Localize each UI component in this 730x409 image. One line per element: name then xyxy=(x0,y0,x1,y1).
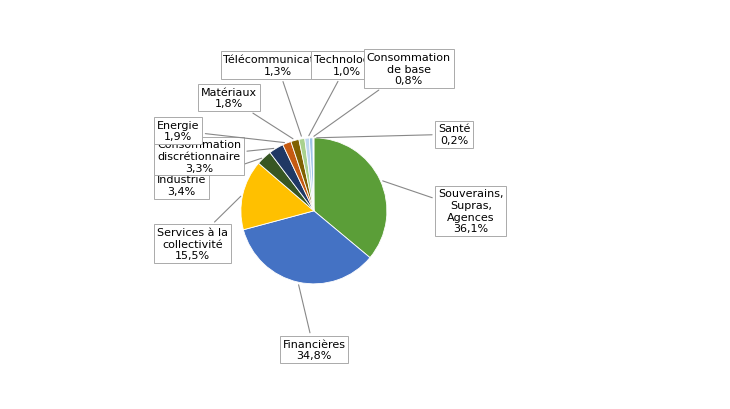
Text: Technologie
1,0%: Technologie 1,0% xyxy=(309,55,380,136)
Text: Services à la
collectivité
15,5%: Services à la collectivité 15,5% xyxy=(157,197,241,261)
Wedge shape xyxy=(243,211,370,284)
Wedge shape xyxy=(258,153,314,211)
Text: Consommation
de base
0,8%: Consommation de base 0,8% xyxy=(314,53,451,137)
Wedge shape xyxy=(270,146,314,211)
Wedge shape xyxy=(299,139,314,211)
Wedge shape xyxy=(241,164,314,230)
Text: Industrie
3,4%: Industrie 3,4% xyxy=(157,159,261,197)
Text: Energie
1,9%: Energie 1,9% xyxy=(157,121,285,143)
Wedge shape xyxy=(310,139,314,211)
Text: Télécommunication
1,3%: Télécommunication 1,3% xyxy=(223,55,331,137)
Wedge shape xyxy=(314,139,387,258)
Wedge shape xyxy=(313,139,314,211)
Text: Financières
34,8%: Financières 34,8% xyxy=(283,285,345,360)
Text: Consommation
discrétionnaire
3,3%: Consommation discrétionnaire 3,3% xyxy=(157,140,274,173)
Text: Santé
0,2%: Santé 0,2% xyxy=(317,124,470,146)
Wedge shape xyxy=(304,139,314,211)
Wedge shape xyxy=(283,142,314,211)
Wedge shape xyxy=(291,140,314,211)
Text: Souverains,
Supras,
Agences
36,1%: Souverains, Supras, Agences 36,1% xyxy=(383,182,504,234)
Text: Matériaux
1,8%: Matériaux 1,8% xyxy=(201,88,293,139)
